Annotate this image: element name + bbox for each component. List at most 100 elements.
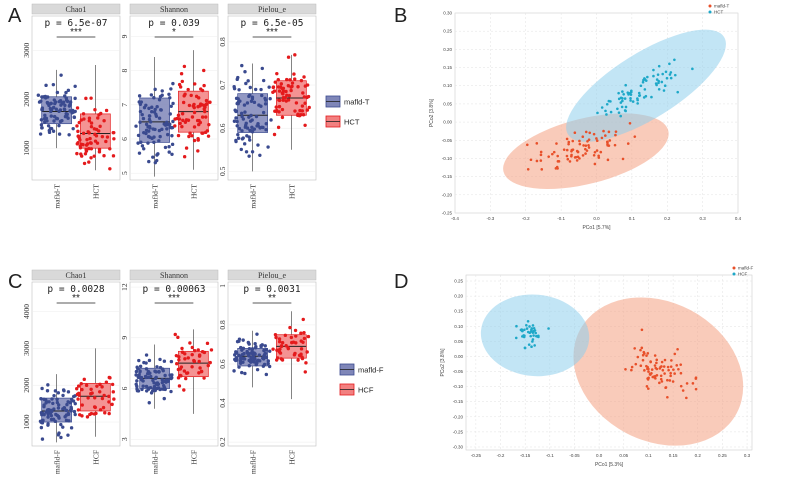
sig-stars: * xyxy=(172,27,176,38)
data-point xyxy=(196,348,200,352)
data-point xyxy=(242,142,247,146)
box-hcf xyxy=(75,348,116,437)
data-point xyxy=(273,332,278,337)
data-point xyxy=(303,123,307,127)
data-point xyxy=(134,369,139,374)
data-point xyxy=(105,135,110,139)
data-point xyxy=(54,107,59,111)
data-point xyxy=(657,88,661,91)
data-point xyxy=(136,141,140,145)
data-point xyxy=(136,367,140,371)
data-point xyxy=(290,81,295,85)
x-tick-label: mafld-T xyxy=(151,184,160,209)
box-hcf xyxy=(173,329,214,414)
data-point xyxy=(305,350,309,354)
data-point xyxy=(193,348,197,353)
data-point xyxy=(52,393,56,398)
legend: mafld-T HCT xyxy=(325,95,370,128)
data-point xyxy=(160,127,164,132)
data-point xyxy=(302,330,306,335)
data-point xyxy=(40,126,44,130)
y-tick-label: 0.10 xyxy=(443,83,452,88)
data-point xyxy=(275,348,279,352)
p-value: p = 0.0031 xyxy=(243,284,300,295)
data-point xyxy=(672,368,675,371)
data-point xyxy=(247,135,251,139)
data-point xyxy=(280,107,285,112)
data-point xyxy=(302,75,306,79)
data-point xyxy=(303,370,307,374)
data-point xyxy=(155,365,159,369)
data-point xyxy=(94,134,99,138)
y-tick-label: -0.20 xyxy=(453,414,464,419)
data-point xyxy=(595,149,599,152)
y-tick-label: 9 xyxy=(120,336,129,340)
data-point xyxy=(144,367,149,371)
data-point xyxy=(613,143,617,147)
data-point xyxy=(204,115,208,119)
data-point xyxy=(192,358,196,363)
data-point xyxy=(605,113,608,116)
data-point xyxy=(694,377,698,380)
data-point xyxy=(57,109,61,114)
data-point xyxy=(247,354,251,358)
p-value: p = 6.5e-05 xyxy=(241,18,304,29)
data-point xyxy=(244,150,249,154)
facet-strip xyxy=(129,3,219,15)
data-point xyxy=(621,99,624,103)
data-point xyxy=(679,371,683,375)
data-point xyxy=(188,341,192,345)
data-point xyxy=(679,363,683,366)
y-tick-label: -0.10 xyxy=(442,156,453,161)
data-point xyxy=(52,119,56,123)
data-point xyxy=(539,159,543,162)
sig-stars: ** xyxy=(72,293,80,304)
data-point xyxy=(241,338,245,342)
data-point xyxy=(82,117,86,121)
data-point xyxy=(93,108,97,112)
data-point xyxy=(39,118,44,122)
data-point xyxy=(169,389,173,394)
data-point xyxy=(279,344,284,349)
data-point xyxy=(167,145,171,149)
data-point xyxy=(153,369,157,373)
y-tick-label: 9 xyxy=(120,34,129,38)
data-point xyxy=(299,347,304,351)
data-point xyxy=(302,336,307,341)
data-point xyxy=(182,64,187,69)
data-point xyxy=(184,118,189,122)
data-point xyxy=(140,112,144,117)
data-point xyxy=(241,117,246,121)
data-point xyxy=(200,115,205,119)
data-point xyxy=(234,109,238,113)
y-tick-label: 1000 xyxy=(22,414,31,429)
data-point xyxy=(153,376,158,381)
data-point xyxy=(619,96,623,100)
data-point xyxy=(531,340,534,343)
data-point xyxy=(592,132,596,136)
data-point xyxy=(238,99,242,103)
data-point xyxy=(286,346,291,351)
x-tick-label: -0.1 xyxy=(546,453,554,458)
data-point xyxy=(252,100,257,105)
data-point xyxy=(104,108,109,113)
data-point xyxy=(209,348,214,352)
data-point xyxy=(532,329,535,333)
data-point xyxy=(567,140,571,144)
data-point xyxy=(111,154,116,158)
data-point xyxy=(162,385,167,390)
data-point xyxy=(235,119,239,124)
data-point xyxy=(257,103,261,107)
data-point xyxy=(49,413,54,418)
data-point xyxy=(89,96,93,100)
data-point xyxy=(293,77,297,81)
data-point xyxy=(140,387,144,392)
data-point xyxy=(69,426,74,430)
data-point xyxy=(183,352,187,356)
data-point xyxy=(539,150,543,154)
data-point xyxy=(146,141,150,145)
data-point xyxy=(61,425,65,429)
data-point xyxy=(291,340,296,344)
data-point xyxy=(237,353,241,357)
data-point xyxy=(137,94,142,98)
